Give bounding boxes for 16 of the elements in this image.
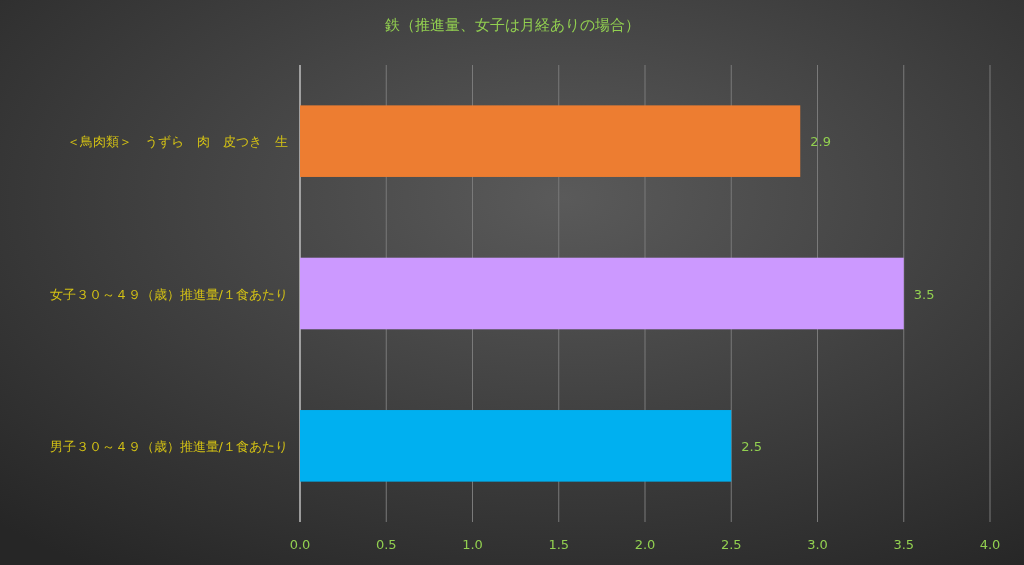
chart-title: 鉄（推進量、女子は月経ありの場合）: [384, 16, 640, 34]
data-label: 2.5: [741, 438, 762, 454]
y-tick-label: 男子３０～４９（歳）推進量/１食あたり: [49, 438, 288, 454]
x-tick-label: 3.5: [893, 537, 915, 552]
x-tick-label: 2.0: [634, 537, 656, 552]
x-tick-label: 0.5: [375, 537, 397, 552]
y-tick-label: ＜鳥肉類＞ うずら 肉 皮つき 生: [67, 134, 288, 150]
x-tick-label: 0.0: [289, 537, 311, 552]
x-tick-label: 1.0: [462, 537, 483, 552]
data-label: 3.5: [913, 286, 935, 302]
x-tick-label: 2.5: [720, 537, 742, 552]
data-label: 2.9: [810, 134, 831, 150]
x-tick-label: 4.0: [979, 537, 1001, 552]
y-tick-label: 女子３０～４９（歳）推進量/１食あたり: [49, 286, 288, 302]
x-tick-label: 1.5: [548, 537, 570, 552]
x-tick-label: 3.0: [807, 537, 828, 552]
